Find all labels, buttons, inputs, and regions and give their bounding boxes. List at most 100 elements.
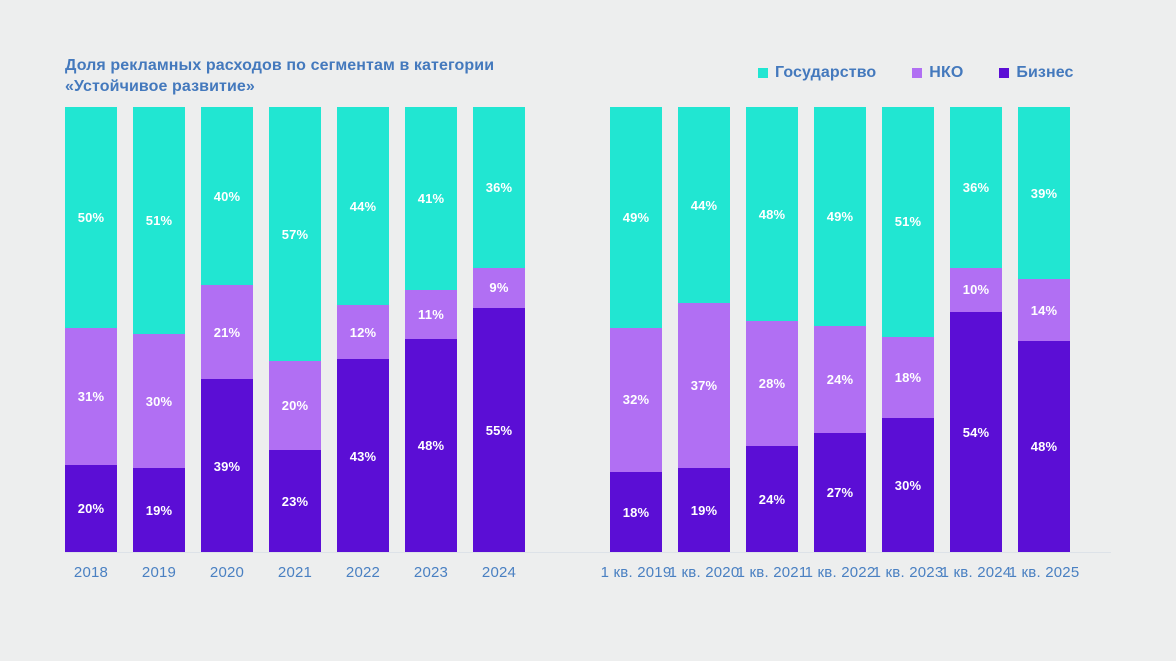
segment-value-label: 19% bbox=[145, 503, 173, 519]
segment-value-label: 57% bbox=[281, 226, 309, 242]
bar-column: 57% 20% 23% 2021 bbox=[269, 107, 321, 581]
chart-quarterly: 49% 32% 18% 1 кв. 2019 44% 37% 19% 1 кв. 2020 48… bbox=[601, 107, 1079, 581]
segment-value-label: 40% bbox=[213, 188, 241, 204]
x-axis-baseline bbox=[65, 552, 1111, 553]
legend-swatch-biznes bbox=[999, 68, 1010, 78]
segment-value-label: 44% bbox=[690, 197, 718, 213]
bar-column: 36% 9% 55% 2024 bbox=[473, 107, 525, 581]
legend-item-gosudarstvo: Государство bbox=[758, 64, 876, 82]
stacked-bar: 51% 18% 30% bbox=[882, 107, 934, 553]
stacked-bar: 49% 24% 27% bbox=[814, 107, 866, 553]
x-axis-label: 1 кв. 2019 bbox=[600, 564, 672, 581]
bar-segment: 19% bbox=[678, 468, 730, 553]
stacked-bar: 39% 14% 48% bbox=[1018, 107, 1070, 553]
bar-segment: 48% bbox=[746, 107, 798, 322]
bar-segment: 24% bbox=[746, 445, 798, 553]
x-axis-label: 1 кв. 2020 bbox=[668, 564, 740, 581]
bar-column: 44% 12% 43% 2022 bbox=[337, 107, 389, 581]
segment-value-label: 30% bbox=[145, 393, 173, 409]
stacked-bar: 44% 12% 43% bbox=[337, 107, 389, 553]
chart-title-line1: Доля рекламных расходов по сегментам в к… bbox=[65, 57, 495, 74]
bar-segment: 30% bbox=[882, 417, 934, 553]
segment-value-label: 11% bbox=[418, 306, 444, 322]
bar-segment: 55% bbox=[473, 307, 525, 553]
bar-segment: 36% bbox=[950, 107, 1002, 268]
segment-value-label: 43% bbox=[349, 448, 377, 464]
x-axis-label: 2018 bbox=[73, 564, 109, 581]
charts-row: 50% 31% 20% 2018 51% 30% 19% 2019 40% 21% 39% 2020 5… bbox=[65, 107, 1079, 581]
bar-segment: 10% bbox=[950, 267, 1002, 313]
bar-column: 39% 14% 48% 1 кв. 2025 bbox=[1009, 107, 1079, 581]
bar-column: 51% 18% 30% 1 кв. 2023 bbox=[873, 107, 943, 581]
x-axis-label: 1 кв. 2024 bbox=[940, 564, 1012, 581]
bar-segment: 39% bbox=[1018, 107, 1070, 280]
x-axis-label: 2019 bbox=[141, 564, 177, 581]
bar-column: 49% 24% 27% 1 кв. 2022 bbox=[805, 107, 875, 581]
bar-segment: 44% bbox=[678, 107, 730, 304]
bar-segment: 41% bbox=[405, 107, 457, 290]
bar-segment: 51% bbox=[882, 107, 934, 337]
bar-segment: 31% bbox=[65, 327, 117, 465]
x-axis-label: 2021 bbox=[277, 564, 313, 581]
bar-column: 41% 11% 48% 2023 bbox=[405, 107, 457, 581]
bar-segment: 28% bbox=[746, 321, 798, 446]
x-axis-label: 1 кв. 2023 bbox=[872, 564, 944, 581]
bar-column: 51% 30% 19% 2019 bbox=[133, 107, 185, 581]
x-axis-label: 1 кв. 2025 bbox=[1008, 564, 1080, 581]
bar-segment: 27% bbox=[814, 432, 866, 553]
stacked-bar: 51% 30% 19% bbox=[133, 107, 185, 553]
segment-value-label: 18% bbox=[622, 504, 650, 520]
segment-value-label: 49% bbox=[622, 209, 650, 225]
x-axis-label: 2023 bbox=[413, 564, 449, 581]
bar-segment: 12% bbox=[337, 305, 389, 360]
x-axis-label: 1 кв. 2021 bbox=[736, 564, 808, 581]
legend-label: Государство bbox=[775, 64, 877, 81]
stacked-bar: 49% 32% 18% bbox=[610, 107, 662, 553]
segment-value-label: 48% bbox=[417, 438, 445, 454]
stacked-bar: 44% 37% 19% bbox=[678, 107, 730, 553]
segment-value-label: 51% bbox=[894, 214, 922, 230]
segment-value-label: 36% bbox=[962, 179, 990, 195]
legend-item-nko: НКО bbox=[912, 64, 963, 82]
x-axis-label: 1 кв. 2022 bbox=[804, 564, 876, 581]
legend-swatch-nko bbox=[912, 68, 923, 78]
segment-value-label: 20% bbox=[77, 501, 105, 517]
bar-segment: 43% bbox=[337, 359, 389, 553]
segment-value-label: 14% bbox=[1030, 302, 1058, 318]
segment-value-label: 23% bbox=[281, 494, 309, 510]
segment-value-label: 51% bbox=[145, 213, 173, 229]
segment-value-label: 39% bbox=[1030, 185, 1058, 201]
segment-value-label: 48% bbox=[758, 206, 786, 222]
segment-value-label: 36% bbox=[485, 179, 513, 195]
stacked-bar: 57% 20% 23% bbox=[269, 107, 321, 553]
segment-value-label: 20% bbox=[281, 398, 309, 414]
bar-segment: 51% bbox=[133, 107, 185, 335]
segment-value-label: 18% bbox=[894, 369, 922, 385]
bar-column: 48% 28% 24% 1 кв. 2021 bbox=[737, 107, 807, 581]
segment-value-label: 44% bbox=[349, 198, 377, 214]
legend-item-biznes: Бизнес bbox=[999, 64, 1073, 82]
segment-value-label: 39% bbox=[213, 458, 241, 474]
segment-value-label: 48% bbox=[1030, 439, 1058, 455]
bar-segment: 49% bbox=[610, 107, 662, 328]
bar-segment: 21% bbox=[201, 285, 253, 380]
bar-column: 49% 32% 18% 1 кв. 2019 bbox=[601, 107, 671, 581]
bar-segment: 23% bbox=[269, 450, 321, 553]
stacked-bar: 50% 31% 20% bbox=[65, 107, 117, 553]
bar-segment: 30% bbox=[133, 334, 185, 469]
bar-segment: 24% bbox=[814, 325, 866, 433]
segment-value-label: 54% bbox=[962, 425, 990, 441]
bar-segment: 20% bbox=[269, 361, 321, 451]
segment-value-label: 28% bbox=[758, 376, 786, 392]
chart-title: Доля рекламных расходов по сегментам в к… bbox=[65, 55, 494, 97]
legend-swatch-gosudarstvo bbox=[758, 68, 768, 78]
legend-label: Бизнес bbox=[1016, 64, 1074, 81]
stacked-bar: 41% 11% 48% bbox=[405, 107, 457, 553]
segment-value-label: 32% bbox=[622, 392, 650, 408]
legend-label: НКО bbox=[929, 64, 964, 81]
bar-segment: 14% bbox=[1018, 279, 1070, 342]
bar-column: 40% 21% 39% 2020 bbox=[201, 107, 253, 581]
segment-value-label: 9% bbox=[489, 280, 509, 296]
bar-segment: 50% bbox=[65, 107, 117, 328]
